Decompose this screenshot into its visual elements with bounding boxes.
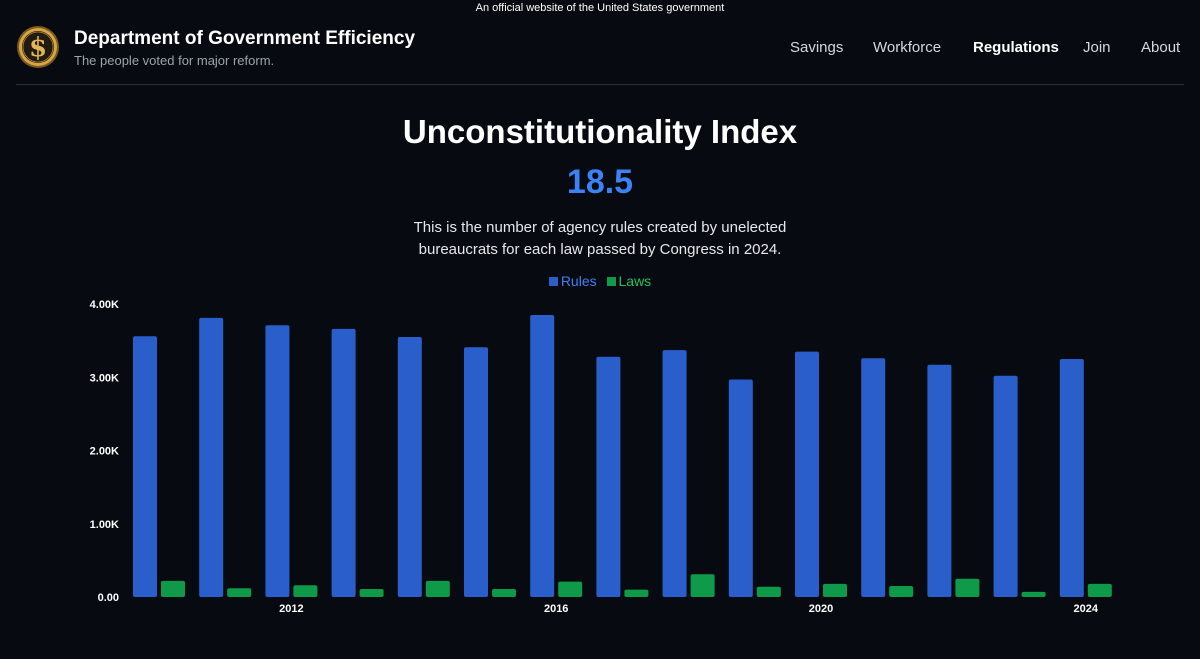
rules-bar-2018 xyxy=(662,350,687,597)
legend-item-laws[interactable]: Laws xyxy=(606,273,652,289)
rules-bar-2016 xyxy=(530,314,555,597)
laws-bar-2023 xyxy=(1021,591,1046,597)
laws-bar-2015 xyxy=(492,588,516,597)
nav-regulations[interactable]: Regulations xyxy=(973,39,1059,56)
laws-bar-2024 xyxy=(1087,583,1112,597)
rules-bar-2017 xyxy=(596,356,621,597)
rules-bar-2020 xyxy=(795,351,819,597)
laws-bar-2010 xyxy=(161,580,185,597)
rules-bar-2015 xyxy=(464,347,488,597)
rules-bar-2014 xyxy=(397,336,422,597)
nav-join[interactable]: Join xyxy=(1083,39,1111,56)
index-description: This is the number of agency rules creat… xyxy=(413,219,787,258)
y-tick-label: 3.00K xyxy=(90,372,119,384)
laws-bar-2018 xyxy=(690,574,715,597)
nav-savings[interactable]: Savings xyxy=(790,39,844,56)
legend-swatch-rules xyxy=(548,277,558,286)
chart-legend: Rules Laws xyxy=(0,273,1200,289)
rules-bar-2023 xyxy=(993,375,1018,597)
y-tick-label: 0.00 xyxy=(98,592,119,604)
laws-bar-2021 xyxy=(889,586,914,597)
laws-bar-2020 xyxy=(823,583,847,597)
svg-text:$: $ xyxy=(29,33,47,63)
legend-label-rules: Rules xyxy=(560,273,597,289)
y-tick-label: 4.00K xyxy=(90,299,119,311)
rules-laws-bar-chart: 0.00 1.00K 2.00K 3.00K 4.00K 2012 2016 2020 2024 xyxy=(90,299,1112,615)
y-tick-label: 1.00K xyxy=(90,519,119,531)
rules-bar-2012 xyxy=(265,325,290,597)
site-header: $ Department of Government Efficiency Th… xyxy=(16,17,1184,85)
site-title[interactable]: Department of Government Efficiency xyxy=(74,28,416,49)
rules-bar-2011 xyxy=(199,317,224,597)
index-value: 18.5 xyxy=(566,163,634,201)
rules-bar-2013 xyxy=(331,328,356,597)
site-tagline: The people voted for major reform. xyxy=(74,53,275,68)
rules-bar-2019 xyxy=(728,379,753,597)
legend-label-laws: Laws xyxy=(618,273,652,289)
rules-bar-2010 xyxy=(133,336,157,597)
rules-bar-2021 xyxy=(861,358,886,597)
x-tick-label: 2020 xyxy=(809,603,833,615)
x-tick-label: 2012 xyxy=(279,603,303,615)
nav-about[interactable]: About xyxy=(1141,39,1181,56)
x-tick-label: 2016 xyxy=(544,603,568,615)
nav-workforce[interactable]: Workforce xyxy=(873,39,942,56)
laws-bar-2022 xyxy=(955,578,980,597)
laws-bar-2012 xyxy=(293,585,318,597)
rules-bar-2024 xyxy=(1059,358,1084,597)
dollar-seal-icon[interactable]: $ xyxy=(16,25,60,69)
rules-bar-2022 xyxy=(927,364,952,597)
laws-bar-2014 xyxy=(425,580,450,597)
laws-bar-2019 xyxy=(756,586,781,597)
laws-bar-2013 xyxy=(359,588,384,597)
y-tick-label: 2.00K xyxy=(90,446,119,458)
legend-item-rules[interactable]: Rules xyxy=(548,273,597,289)
gov-banner: An official website of the United States… xyxy=(475,2,725,14)
legend-swatch-laws xyxy=(606,277,616,286)
x-tick-label: 2024 xyxy=(1074,603,1099,615)
laws-bar-2017 xyxy=(624,589,649,597)
page-title: Unconstitutionality Index xyxy=(402,113,798,150)
main-nav: Savings Workforce Regulations Join About xyxy=(774,39,1184,59)
laws-bar-2011 xyxy=(227,588,252,597)
laws-bar-2016 xyxy=(558,581,583,597)
